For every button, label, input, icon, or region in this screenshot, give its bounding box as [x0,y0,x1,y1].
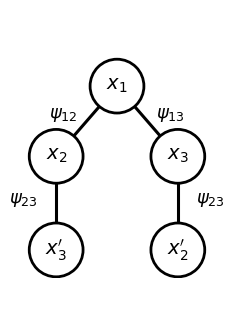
Text: $x_2$: $x_2$ [46,147,67,166]
Circle shape [151,129,205,183]
Text: $\psi_{13}$: $\psi_{13}$ [156,106,185,124]
Circle shape [29,223,83,277]
Text: $\psi_{23}$: $\psi_{23}$ [9,191,38,209]
Text: $x_1$: $x_1$ [106,77,128,95]
Text: $\psi_{23}$: $\psi_{23}$ [196,191,225,209]
Text: $x_3'$: $x_3'$ [45,237,67,263]
Circle shape [90,59,144,113]
Circle shape [29,129,83,183]
Text: $x_3$: $x_3$ [167,147,189,166]
Text: $\psi_{12}$: $\psi_{12}$ [49,106,77,124]
Circle shape [151,223,205,277]
Text: $x_2'$: $x_2'$ [167,237,188,263]
